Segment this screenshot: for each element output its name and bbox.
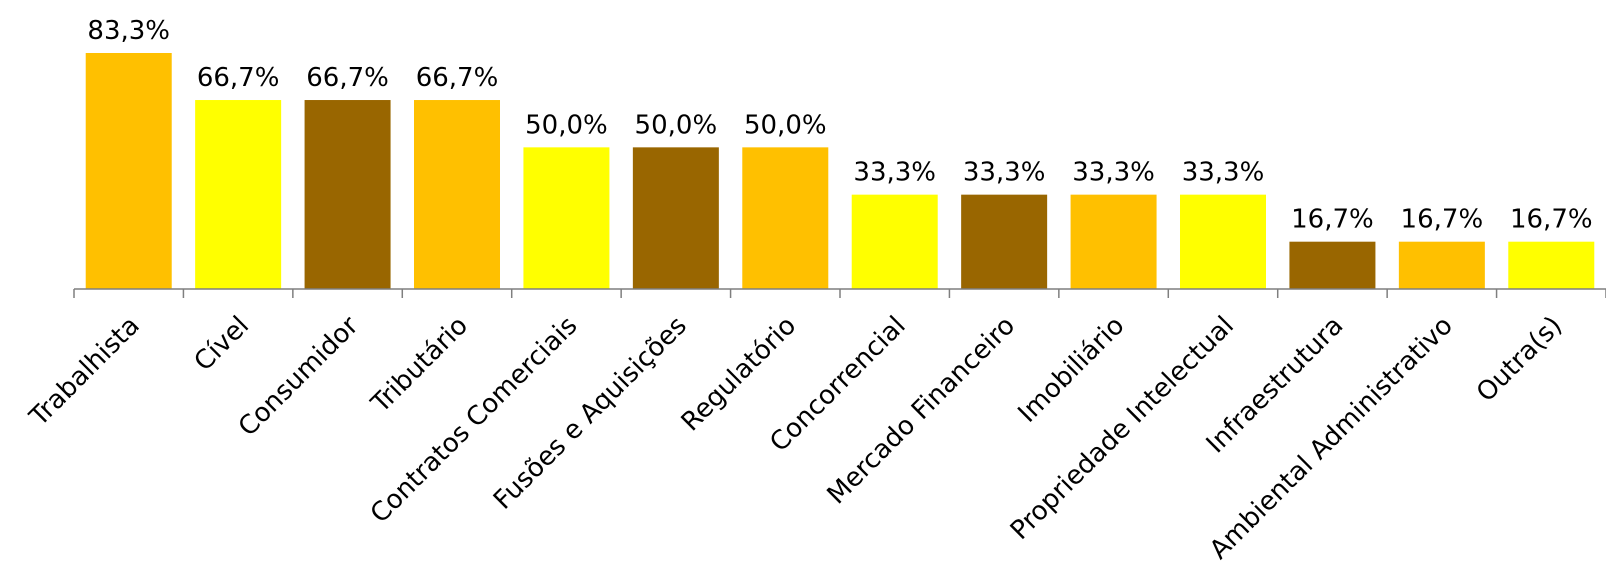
bar-value-label: 33,3% <box>1072 158 1155 188</box>
bar <box>742 147 829 289</box>
category-tick-label: Outra(s) <box>1471 311 1568 408</box>
category-tick-label: Mercado Financeiro <box>822 311 1022 511</box>
bar-value-label: 66,7% <box>197 63 280 93</box>
bar-value-label: 33,3% <box>963 158 1046 188</box>
bar <box>414 100 500 289</box>
category-tick-label: Imobiliário <box>1013 311 1131 429</box>
category-tick-label: Trabalhista <box>24 311 146 433</box>
bar <box>1289 241 1376 289</box>
x-axis-ticks <box>73 289 1606 298</box>
data-labels-group: 83,3% 66,7% 66,7% 66,7% 50,0% 50,0% 50,0% 33,3%… <box>87 16 1592 235</box>
bar-value-label: 33,3% <box>1182 158 1265 188</box>
category-tick-label: Contratos Comerciais <box>365 311 583 529</box>
bar <box>1398 241 1485 289</box>
category-tick-label: Fusões e Aquisições <box>488 311 693 516</box>
bar <box>1070 194 1157 289</box>
category-tick-label: Tributário <box>365 311 474 420</box>
bar-value-label: 50,0% <box>525 110 608 140</box>
bar <box>85 53 172 289</box>
bars-group <box>85 53 1595 289</box>
bar-value-label: 66,7% <box>416 63 499 93</box>
bar <box>195 100 282 289</box>
bar-value-label: 16,7% <box>1291 205 1374 235</box>
bar <box>632 147 719 289</box>
bar <box>523 147 610 289</box>
bar-value-label: 33,3% <box>853 158 936 188</box>
bar-value-label: 16,7% <box>1401 205 1484 235</box>
bar <box>1508 241 1595 289</box>
bar-value-label: 50,0% <box>744 110 827 140</box>
bar-value-label: 83,3% <box>87 16 170 46</box>
bar <box>304 100 391 289</box>
bar-value-label: 16,7% <box>1510 205 1593 235</box>
bar <box>1180 194 1266 289</box>
bar-value-label: 66,7% <box>306 63 389 93</box>
category-tick-label: Cível <box>189 311 255 377</box>
bar <box>961 194 1048 289</box>
category-tick-label: Propriedade Intelectual <box>1005 311 1240 546</box>
bar <box>851 194 938 289</box>
bar-value-label: 50,0% <box>635 110 718 140</box>
